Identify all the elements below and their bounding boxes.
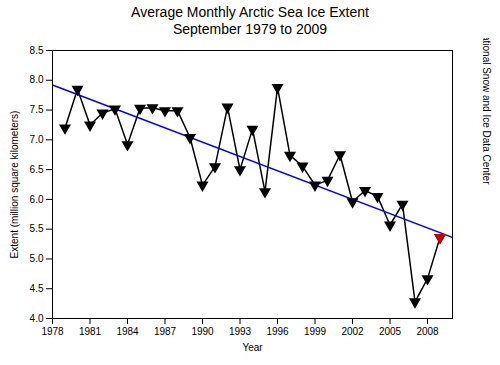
svg-text:7.5: 7.5 [30,104,44,115]
svg-text:1999: 1999 [304,326,327,337]
svg-text:1981: 1981 [79,326,102,337]
svg-text:1987: 1987 [154,326,177,337]
svg-text:1993: 1993 [229,326,252,337]
svg-text:2005: 2005 [379,326,402,337]
svg-text:Year: Year [242,342,263,353]
svg-text:National Snow and Ice Data Cen: National Snow and Ice Data Center [481,38,492,185]
svg-text:2002: 2002 [341,326,364,337]
svg-text:1978: 1978 [41,326,64,337]
svg-text:5.5: 5.5 [30,223,44,234]
svg-text:1996: 1996 [266,326,289,337]
svg-text:1984: 1984 [116,326,139,337]
svg-text:8.5: 8.5 [30,45,44,56]
svg-text:5.0: 5.0 [30,253,44,264]
html-text:Average Monthly Arctic Sea Ice: Average Monthly Arctic Sea Ice Extent [131,4,369,20]
svg-text:8.0: 8.0 [30,74,44,85]
svg-text:6.5: 6.5 [30,164,44,175]
svg-text:7.0: 7.0 [30,134,44,145]
svg-text:4.0: 4.0 [30,313,44,324]
svg-text:1990: 1990 [191,326,214,337]
svg-text:6.0: 6.0 [30,194,44,205]
html-text:September 1979 to 2009: September 1979 to 2009 [172,21,328,37]
svg-text:4.5: 4.5 [30,283,44,294]
svg-text:Extent (million square kilomet: Extent (million square kilometers) [9,111,20,259]
svg-text:2008: 2008 [416,326,439,337]
